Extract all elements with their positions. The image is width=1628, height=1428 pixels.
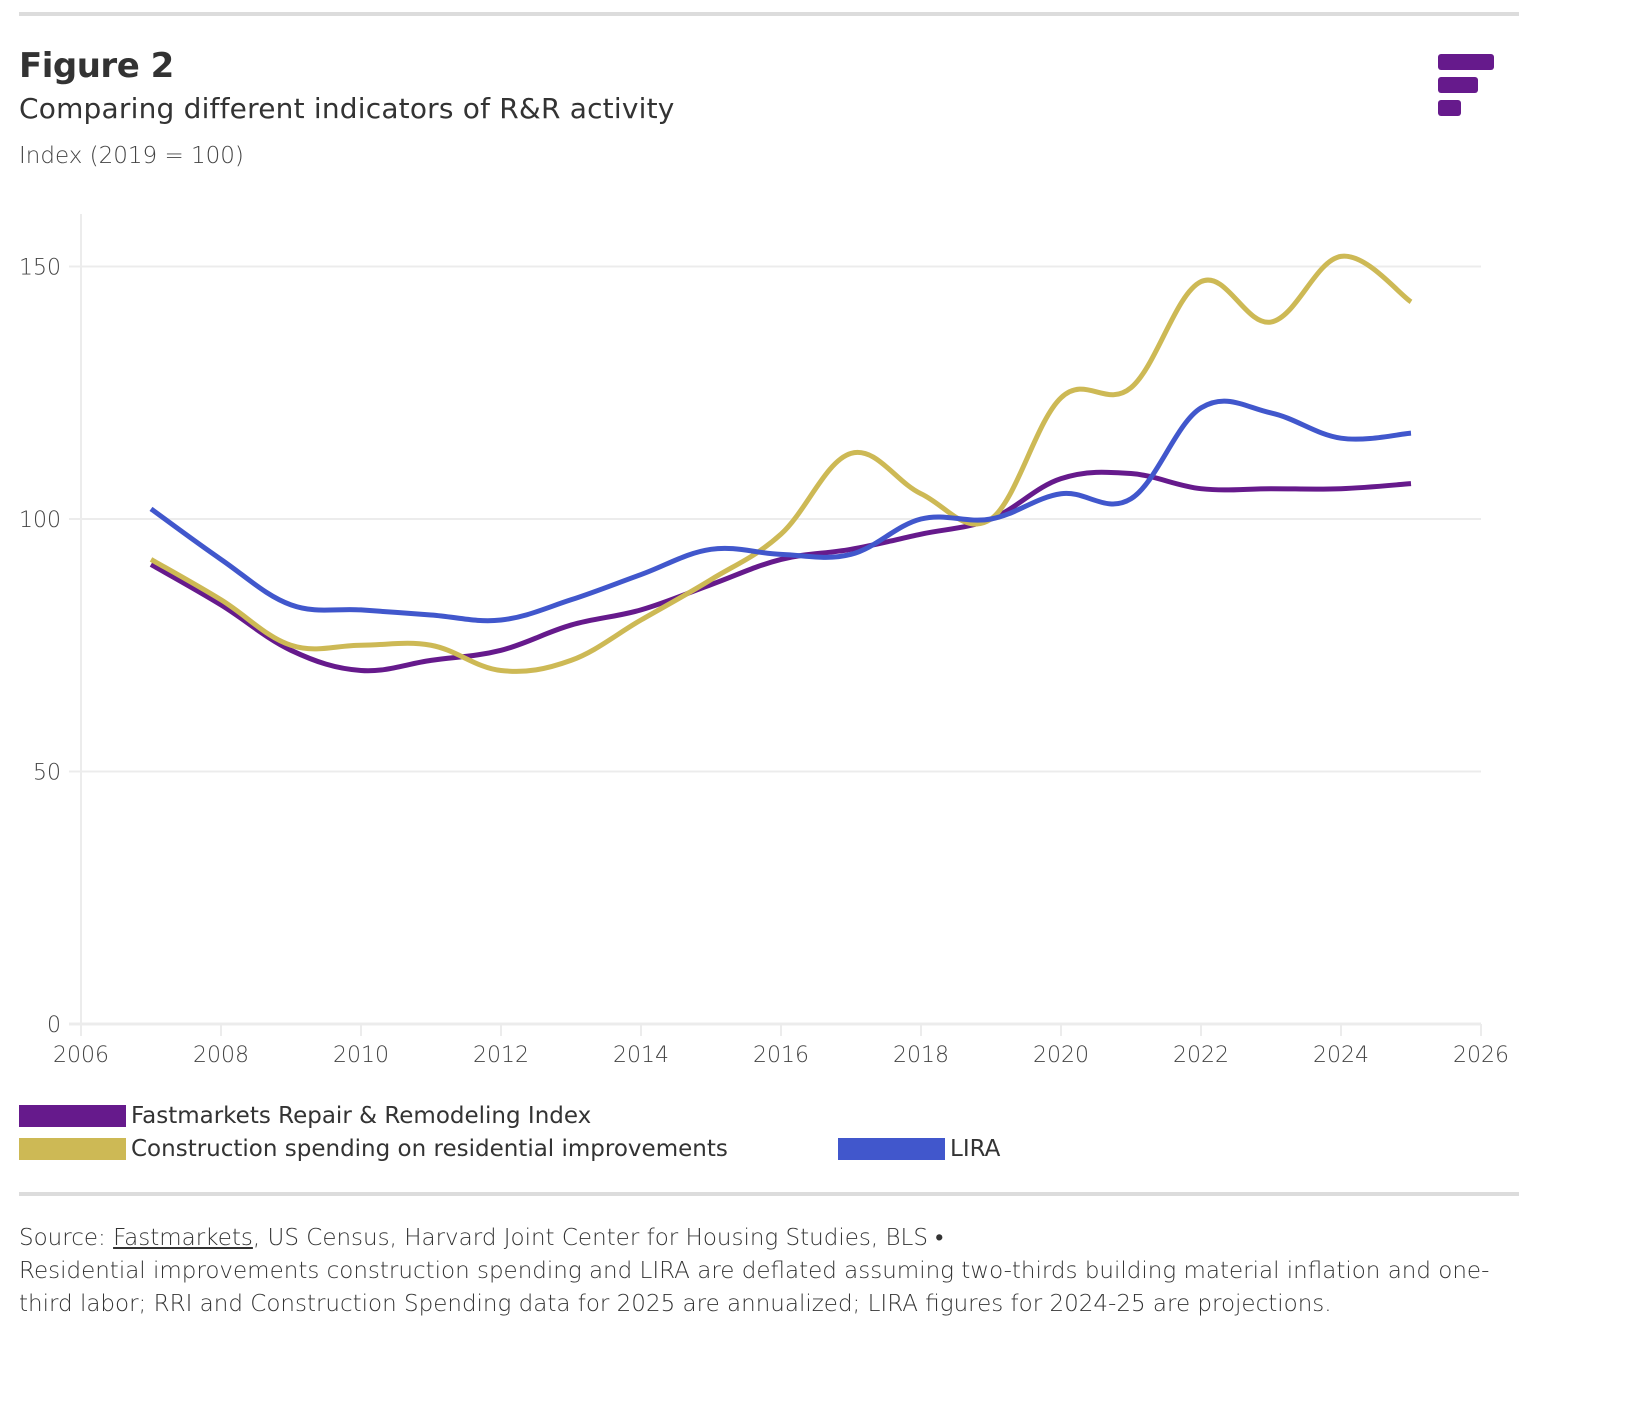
- x-tick-label-2020: 2020: [1033, 1043, 1089, 1068]
- series-line-construction: [149, 253, 1413, 674]
- x-tick-label-2024: 2024: [1313, 1043, 1369, 1068]
- logo-bar-top: [1438, 54, 1494, 70]
- legend-item-construction: Construction spending on residential imp…: [19, 1136, 728, 1162]
- x-tick-label-2026: 2026: [1453, 1043, 1509, 1068]
- series-line-lira: [149, 398, 1412, 624]
- figure-unit-label: Index (2019 = 100): [19, 143, 244, 169]
- legend-label-lira: LIRA: [950, 1136, 1001, 1162]
- y-tick-label-150: 150: [19, 256, 61, 281]
- series-lines: [149, 253, 1413, 674]
- source-rest: , US Census, Harvard Joint Center for Ho…: [252, 1225, 944, 1251]
- x-tick-label-2006: 2006: [53, 1043, 109, 1068]
- x-axis-ticks: 2006 2008 2010 2012 2014 2016 2018 2020 2022 2024…: [53, 1024, 1509, 1068]
- figure-subtitle: Comparing different indicators of R&R ac…: [19, 92, 675, 125]
- legend-item-rri: Fastmarkets Repair & Remodeling Index: [19, 1103, 591, 1129]
- fastmarkets-logo-icon: [1438, 54, 1496, 116]
- source-prefix: Source:: [19, 1225, 114, 1251]
- legend-swatch-construction: [19, 1138, 126, 1160]
- legend-swatch-rri: [19, 1105, 126, 1127]
- footnote-text: Residential improvements construction sp…: [19, 1258, 1490, 1317]
- bottom-divider: [19, 1192, 1519, 1196]
- figure-title: Figure 2: [19, 46, 174, 86]
- logo-bar-bottom: [1438, 100, 1461, 116]
- x-tick-label-2016: 2016: [753, 1043, 809, 1068]
- x-tick-label-2010: 2010: [333, 1043, 389, 1068]
- series-line-rri: [149, 469, 1412, 674]
- gridlines: [69, 214, 1481, 1034]
- x-tick-label-2012: 2012: [473, 1043, 529, 1068]
- x-tick-label-2008: 2008: [193, 1043, 249, 1068]
- source-link-fastmarkets[interactable]: Fastmarkets: [113, 1225, 253, 1251]
- legend-swatch-lira: [838, 1138, 945, 1160]
- source-note: Source: Fastmarkets, US Census, Harvard …: [19, 1222, 1499, 1321]
- legend-label-rri: Fastmarkets Repair & Remodeling Index: [131, 1103, 592, 1129]
- x-tick-label-2018: 2018: [893, 1043, 949, 1068]
- x-tick-label-2014: 2014: [613, 1043, 669, 1068]
- legend-item-lira: LIRA: [838, 1136, 1000, 1162]
- line-chart: 0 50 100 150 2006 2008 2010 2012 2014 2016 2018 20…: [0, 190, 1628, 1090]
- top-divider: [19, 12, 1519, 16]
- y-tick-label-100: 100: [19, 508, 61, 533]
- x-tick-label-2022: 2022: [1173, 1043, 1229, 1068]
- y-tick-label-0: 0: [47, 1013, 61, 1038]
- legend-label-construction: Construction spending on residential imp…: [131, 1136, 728, 1162]
- logo-bar-middle: [1438, 77, 1478, 93]
- y-tick-label-50: 50: [33, 761, 61, 786]
- y-axis-ticks: 0 50 100 150: [19, 256, 61, 1039]
